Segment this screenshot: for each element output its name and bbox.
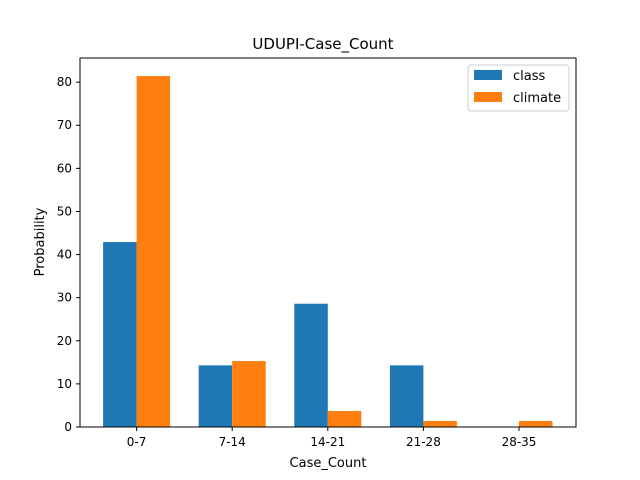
- legend-swatch-class: [474, 70, 502, 80]
- y-tick-label: 60: [57, 161, 72, 175]
- y-tick-label: 80: [57, 75, 72, 89]
- y-tick-label: 30: [57, 291, 72, 305]
- x-tick-label: 14-21: [310, 435, 345, 449]
- y-tick-label: 50: [57, 204, 72, 218]
- y-axis: 0 10 20 30 40 50 60 70 80: [57, 75, 80, 434]
- x-axis: 0-7 7-14 14-21 21-28 28-35: [127, 427, 537, 449]
- legend-swatch-climate: [474, 92, 502, 102]
- x-tick-label: 28-35: [502, 435, 537, 449]
- x-tick-label: 0-7: [127, 435, 147, 449]
- y-tick-label: 10: [57, 377, 72, 391]
- legend-label-class: class: [513, 69, 545, 84]
- x-tick-label: 7-14: [219, 435, 246, 449]
- y-tick-label: 0: [64, 420, 72, 434]
- bar-class-21-28: [389, 365, 424, 427]
- plot-frame: [79, 57, 577, 428]
- y-tick-label: 70: [57, 118, 72, 132]
- bars-group: [103, 76, 553, 428]
- bar-climate-21-28: [423, 420, 457, 427]
- y-axis-label: Probability: [33, 207, 48, 276]
- y-tick-label: 40: [57, 248, 72, 262]
- legend: class climate: [467, 64, 570, 112]
- bar-class-14-21: [294, 303, 328, 427]
- bar-climate-14-21: [327, 411, 362, 427]
- bar-climate-7-14: [232, 361, 266, 427]
- x-tick-label: 21-28: [406, 435, 441, 449]
- bar-climate-28-35: [519, 420, 553, 427]
- bar-class-7-14: [198, 365, 233, 427]
- y-tick-label: 20: [57, 334, 72, 348]
- bar-class-0-7: [103, 242, 137, 427]
- bar-climate-0-7: [136, 76, 171, 428]
- x-axis-label: Case_Count: [290, 456, 367, 471]
- chart-title: UDUPI-Case_Count: [252, 35, 393, 54]
- legend-label-climate: climate: [513, 91, 561, 106]
